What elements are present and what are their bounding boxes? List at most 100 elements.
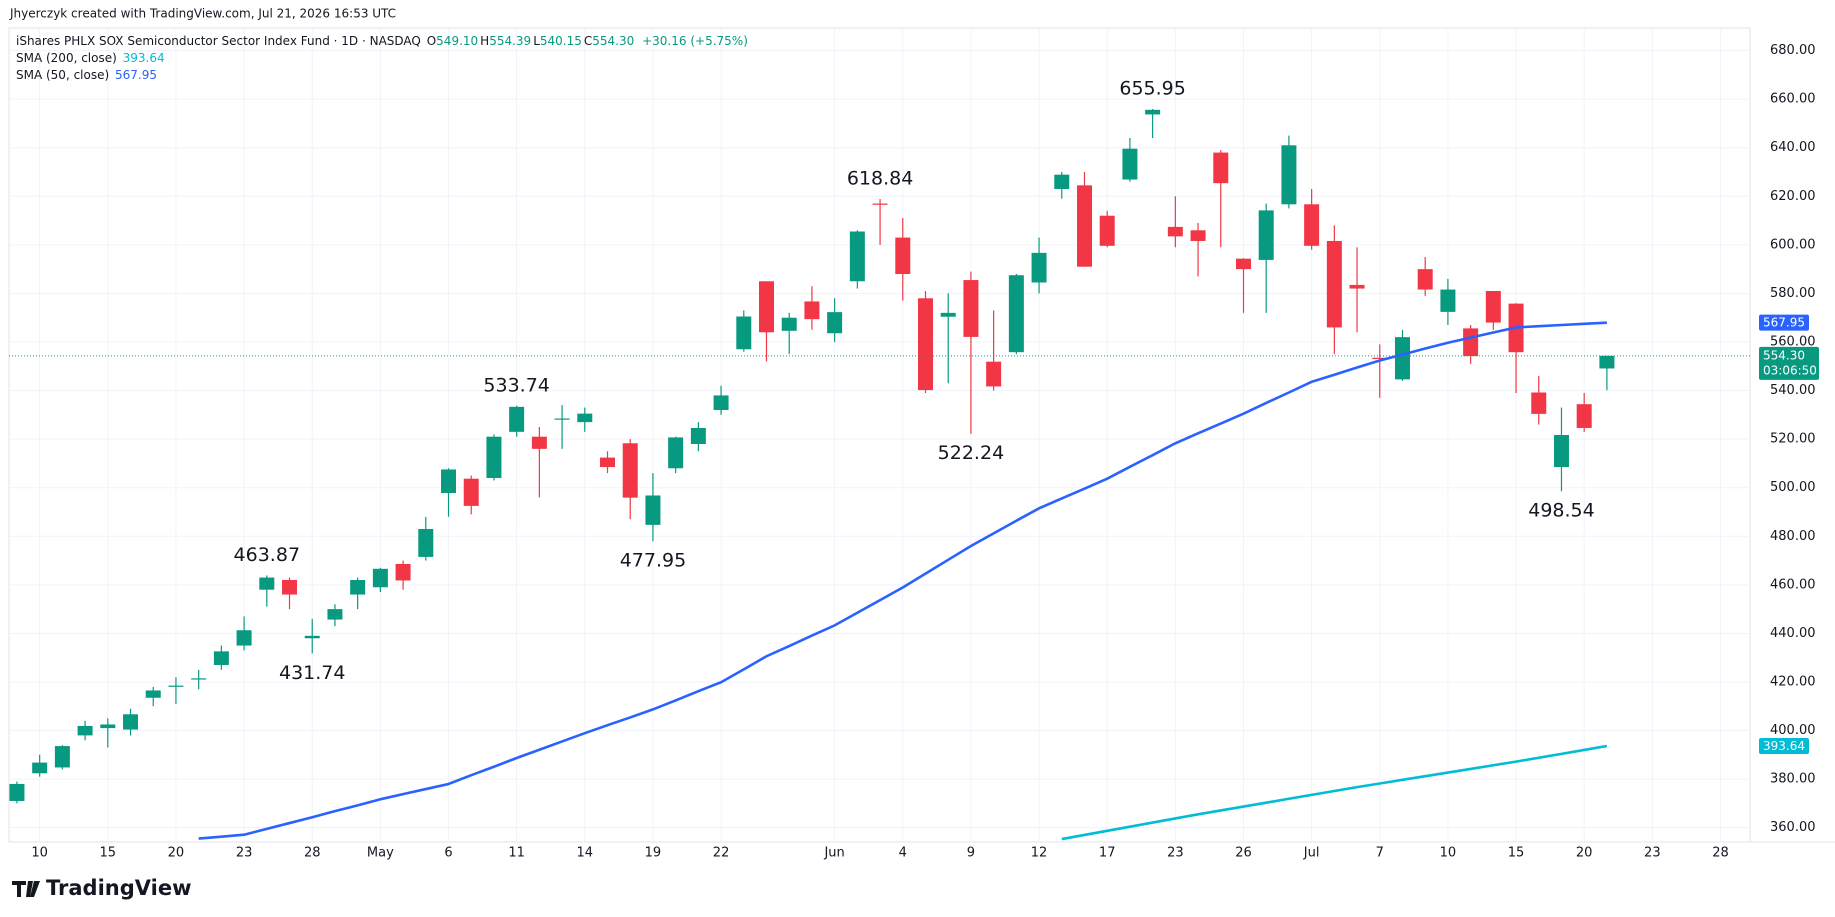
- candle-body: [1440, 289, 1456, 312]
- x-tick-label: 14: [577, 846, 594, 861]
- sma200-legend: SMA (200, close) 393.64: [16, 51, 167, 65]
- x-tick-label: 12: [1031, 846, 1048, 861]
- y-tick-label: 540.00: [1770, 383, 1816, 398]
- legend-name: SMA (200, close): [16, 51, 117, 65]
- y-tick-label: 640.00: [1770, 140, 1816, 155]
- candle-body: [1485, 290, 1501, 323]
- x-tick-label: 22: [713, 846, 730, 861]
- y-tick-label: 420.00: [1770, 674, 1816, 689]
- candle-body: [759, 281, 774, 333]
- y-tick-label: 480.00: [1770, 529, 1816, 544]
- candle-body: [668, 437, 684, 469]
- symbol: iShares PHLX SOX Semiconductor Sector In…: [16, 34, 421, 48]
- y-tick-label: 440.00: [1770, 626, 1816, 641]
- ohlc-key: C: [583, 34, 593, 48]
- candle-body: [1417, 269, 1433, 290]
- annotation: 431.74: [279, 662, 345, 684]
- candle-body: [1213, 152, 1229, 184]
- candle-body: [872, 203, 888, 205]
- candle-body: [1258, 210, 1274, 260]
- price-tag-label: 393.64: [1763, 739, 1805, 753]
- price-tag-label: 567.95: [1763, 316, 1805, 330]
- candle-body: [191, 678, 207, 680]
- candle-body: [986, 361, 1002, 387]
- candle-body: [1281, 145, 1297, 205]
- symbol-legend: iShares PHLX SOX Semiconductor Sector In…: [16, 34, 750, 48]
- y-tick-label: 460.00: [1770, 577, 1816, 592]
- candle-body: [713, 395, 729, 410]
- candle-body: [32, 762, 48, 774]
- candle-body: [895, 237, 911, 274]
- candle-body: [1054, 174, 1070, 190]
- candle-body: [123, 714, 139, 730]
- logo-icon: [12, 881, 40, 897]
- candle-body: [259, 577, 275, 590]
- ohlc-key: O: [426, 34, 437, 48]
- candle-body: [441, 469, 457, 494]
- x-tick-label: 23: [1644, 846, 1661, 861]
- ohlc-value: 554.39: [489, 34, 532, 48]
- candle-body: [282, 579, 298, 595]
- price-tag: [1759, 346, 1819, 380]
- candle-body: [690, 427, 706, 444]
- x-tick-label: 28: [304, 846, 321, 861]
- y-tick-label: 360.00: [1770, 820, 1816, 835]
- x-tick-label: 19: [645, 846, 662, 861]
- candle-body: [304, 635, 320, 639]
- candle-body: [600, 457, 615, 468]
- candle-body: [736, 316, 752, 350]
- candle-body: [1167, 226, 1183, 237]
- x-tick-label: 15: [100, 846, 117, 861]
- logo-text: TradingView: [46, 876, 191, 900]
- price-tag: [1759, 314, 1809, 331]
- annotation: 498.54: [1528, 500, 1594, 522]
- candle-body: [1599, 355, 1615, 369]
- price-tag: [1759, 737, 1809, 754]
- candle-body: [622, 443, 638, 498]
- candle-body: [827, 312, 843, 334]
- ohlc-value: 540.15: [539, 34, 582, 48]
- candle-body: [849, 231, 865, 282]
- candle-body: [1076, 185, 1092, 267]
- legend-value: 567.95: [115, 68, 157, 82]
- candle-body: [1349, 284, 1365, 289]
- legend-name: SMA (50, close): [16, 68, 110, 82]
- candle-body: [940, 312, 956, 317]
- x-tick-label: May: [367, 846, 394, 861]
- candle-body: [1553, 435, 1569, 468]
- candle-body: [236, 630, 252, 646]
- price-tag-label: 554.30: [1763, 348, 1805, 362]
- y-tick-label: 580.00: [1770, 286, 1816, 301]
- candle-body: [1099, 215, 1115, 246]
- candle-body: [1394, 337, 1410, 380]
- candle-body: [1531, 392, 1547, 414]
- candle-body: [577, 413, 593, 423]
- ohlc-value: 549.10: [436, 34, 479, 48]
- candle-body: [804, 301, 820, 320]
- ohlc-key: H: [480, 34, 490, 48]
- y-tick-label: 500.00: [1770, 480, 1816, 495]
- x-tick-label: 20: [168, 846, 185, 861]
- y-tick-label: 660.00: [1770, 92, 1816, 107]
- sma50-legend: SMA (50, close) 567.95: [16, 68, 159, 82]
- x-tick-label: Jun: [823, 846, 844, 861]
- logo: TradingView: [12, 876, 191, 900]
- candle-body: [1372, 357, 1388, 359]
- candle-body: [463, 478, 479, 506]
- candle-body: [1031, 252, 1047, 283]
- candle-body: [54, 746, 70, 768]
- candle-body: [1122, 148, 1138, 180]
- annotation: 618.84: [847, 168, 913, 190]
- candle-body: [1008, 275, 1024, 353]
- candle-body: [554, 418, 570, 420]
- candle-body: [486, 436, 502, 478]
- y-tick-label: 600.00: [1770, 237, 1816, 252]
- x-tick-label: 20: [1576, 846, 1593, 861]
- candle-body: [781, 317, 797, 331]
- candle-body: [1326, 240, 1342, 328]
- candle-body: [509, 406, 525, 432]
- candle-body: [531, 436, 547, 449]
- candle-body: [213, 651, 229, 665]
- candle-body: [395, 563, 411, 581]
